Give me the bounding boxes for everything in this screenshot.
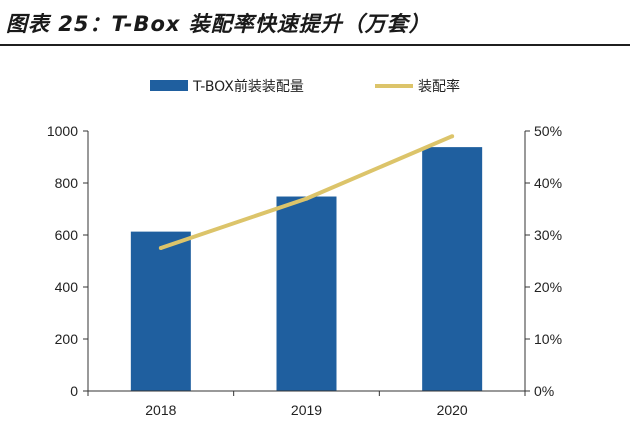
line-point-2019 [304,196,309,201]
bar-2018 [130,231,191,391]
title-divider [0,44,630,46]
legend: T-BOX前装装配量 装配率 [150,78,460,95]
x-tick-label-2018: 2018 [145,402,176,418]
y-tick-label-right: 0% [534,383,554,399]
y-tick-label-left: 0 [70,383,78,399]
y-tick-label-right: 50% [534,123,562,139]
x-tick-label-2020: 2020 [437,402,468,418]
y-tick-label-right: 40% [534,175,562,191]
legend-label-bar: T-BOX前装装配量 [192,78,304,95]
x-tick-label-2019: 2019 [291,402,322,418]
y-tick-label-left: 800 [55,175,79,191]
legend-label-line: 装配率 [418,78,460,95]
y-tick-label-left: 1000 [47,123,78,139]
bar-2019 [276,196,337,391]
y-tick-label-left: 200 [55,331,79,347]
y-tick-label-right: 10% [534,331,562,347]
line-point-2018 [158,246,163,250]
bar-2020 [422,147,483,391]
y-tick-label-left: 600 [55,227,79,243]
y-tick-label-right: 20% [534,279,562,295]
title-bar: 图表 25：T-Box 装配率快速提升（万套） [0,0,630,46]
y-tick-label-right: 30% [534,227,562,243]
chart-title: 图表 25：T-Box 装配率快速提升（万套） [6,12,431,36]
y-tick-label-left: 400 [55,279,79,295]
legend-swatch-bar [150,80,188,91]
line-point-2020 [450,134,455,139]
